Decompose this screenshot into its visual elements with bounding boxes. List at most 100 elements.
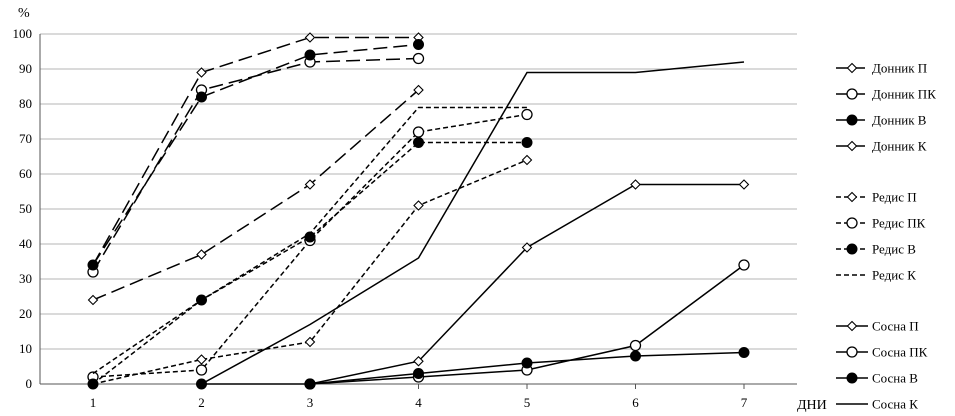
filled-circle-marker xyxy=(304,378,316,390)
open-circle-marker xyxy=(412,126,425,138)
series-line xyxy=(92,159,528,385)
legend-item: Сосна К xyxy=(836,397,918,412)
legend-label: Донник В xyxy=(872,113,927,128)
legend-label: Донник ПК xyxy=(872,87,936,102)
legend-item: Сосна П xyxy=(836,319,919,334)
diamond-marker xyxy=(304,32,316,43)
legend-item: Донник В xyxy=(836,113,927,128)
filled-circle-marker xyxy=(413,137,424,148)
legend-item: Редис К xyxy=(836,268,916,283)
x-tick-label: 1 xyxy=(90,395,97,410)
legend-item: Донник П xyxy=(836,61,927,76)
diamond-marker xyxy=(413,200,424,211)
series-line xyxy=(92,36,419,266)
diamond-marker xyxy=(413,84,424,96)
legend-item: Сосна В xyxy=(836,371,918,386)
legend-label: Редис П xyxy=(872,190,917,205)
open-circle-marker xyxy=(521,108,533,121)
filled-circle-marker xyxy=(413,368,424,379)
legend-item: Редис ПК xyxy=(836,216,926,231)
x-tick-label: 5 xyxy=(524,395,531,410)
series-line xyxy=(92,106,527,375)
x-tick-label: 2 xyxy=(198,395,205,410)
legend-label: Сосна В xyxy=(872,371,918,386)
series-group xyxy=(87,52,425,278)
filled-circle-marker xyxy=(630,350,641,362)
diamond-marker xyxy=(630,179,641,190)
y-tick-label: 90 xyxy=(19,61,32,76)
series-line xyxy=(92,113,528,378)
y-tick-label: 60 xyxy=(19,166,32,181)
y-tick-label: 40 xyxy=(19,236,32,251)
diamond-marker xyxy=(846,140,858,152)
series-group xyxy=(87,39,424,271)
diamond-marker xyxy=(196,249,207,260)
series-group xyxy=(87,84,424,306)
diamond-marker xyxy=(413,355,424,367)
series-line xyxy=(92,57,419,273)
y-tick-label: 30 xyxy=(19,271,32,286)
filled-circle-marker xyxy=(196,91,207,103)
x-tick-label: 4 xyxy=(415,395,422,410)
legend-label: Редис ПК xyxy=(872,216,926,231)
diamond-marker xyxy=(846,320,858,332)
diamond-marker xyxy=(304,336,316,348)
diamond-marker xyxy=(846,62,858,74)
series-line xyxy=(201,61,745,385)
legend-item: Донник К xyxy=(836,139,927,154)
x-axis-label: ДНИ xyxy=(797,398,827,413)
diamond-marker xyxy=(196,354,207,365)
filled-circle-marker xyxy=(846,243,858,255)
y-tick-label: 80 xyxy=(19,96,32,111)
filled-circle-marker xyxy=(738,347,750,358)
filled-circle-marker xyxy=(521,137,533,148)
legend-item: Редис П xyxy=(836,190,917,205)
legend: Донник П Донник ПК Донник В Донник К Редис П… xyxy=(836,61,936,412)
x-tick-label: 3 xyxy=(307,395,314,410)
axes: 0 10 20 30 40 50 60 70 80 90 100 1 2 3 4 5 6 7 xyxy=(13,26,797,410)
diamond-marker xyxy=(521,242,533,253)
open-circle-marker xyxy=(846,88,858,100)
filled-circle-marker xyxy=(521,357,533,369)
series-line xyxy=(201,351,745,385)
diamond-marker xyxy=(846,191,858,203)
diamond-marker xyxy=(87,294,99,306)
series-group xyxy=(87,137,533,390)
diamond-marker xyxy=(196,67,207,78)
open-circle-marker xyxy=(846,346,858,358)
filled-circle-marker xyxy=(846,372,858,384)
legend-label: Донник К xyxy=(872,139,927,154)
series-group xyxy=(92,106,527,375)
open-circle-marker xyxy=(738,259,750,271)
legend-item: Редис В xyxy=(836,242,916,257)
filled-circle-marker xyxy=(87,378,99,390)
series-group xyxy=(87,154,533,390)
y-tick-label: 10 xyxy=(19,341,32,356)
legend-item: Сосна ПК xyxy=(836,345,928,360)
legend-label: Редис К xyxy=(872,268,916,283)
legend-label: Донник П xyxy=(872,61,927,76)
y-tick-label: 20 xyxy=(19,306,32,321)
open-circle-marker xyxy=(195,364,208,376)
legend-item: Донник ПК xyxy=(836,87,936,102)
series-group xyxy=(304,179,750,390)
diamond-marker xyxy=(521,154,533,166)
filled-circle-marker xyxy=(304,49,316,61)
open-circle-marker xyxy=(629,339,642,352)
series-group xyxy=(87,32,424,271)
open-circle-marker xyxy=(846,217,858,229)
series-group xyxy=(196,347,750,390)
grid xyxy=(40,33,797,350)
legend-label: Сосна П xyxy=(872,319,919,334)
filled-circle-marker xyxy=(87,259,99,271)
diamond-marker xyxy=(304,179,316,190)
filled-circle-marker xyxy=(413,39,424,50)
open-circle-marker xyxy=(412,52,425,65)
x-tick-label: 7 xyxy=(741,395,748,410)
diamond-marker xyxy=(738,179,750,190)
x-tick-label: 6 xyxy=(632,395,639,410)
y-tick-label: 50 xyxy=(19,201,32,216)
series-line xyxy=(92,89,419,301)
